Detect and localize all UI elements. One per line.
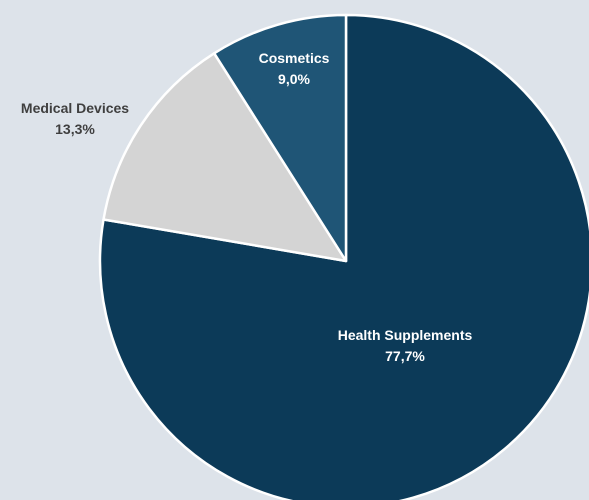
slice-name-label: Cosmetics <box>259 50 330 66</box>
slice-name-label: Health Supplements <box>338 327 473 343</box>
slice-value-label: 9,0% <box>278 71 310 87</box>
slice-value-label: 77,7% <box>385 348 425 364</box>
slice-value-label: 13,3% <box>55 121 95 137</box>
pie-slices <box>98 13 589 500</box>
slice-cosmetics <box>212 13 348 263</box>
data-label-health-supplements: Health Supplements 77,7% <box>338 327 473 364</box>
pie-labels: Health Supplements 77,7% Medical Devices 13… <box>21 50 473 364</box>
slice-health-supplements <box>98 13 589 500</box>
data-label-medical-devices: Medical Devices 13,3% <box>21 100 129 137</box>
slice-name-label: Medical Devices <box>21 100 129 116</box>
data-label-cosmetics: Cosmetics 9,0% <box>259 50 330 87</box>
slice-medical-devices <box>102 52 348 263</box>
